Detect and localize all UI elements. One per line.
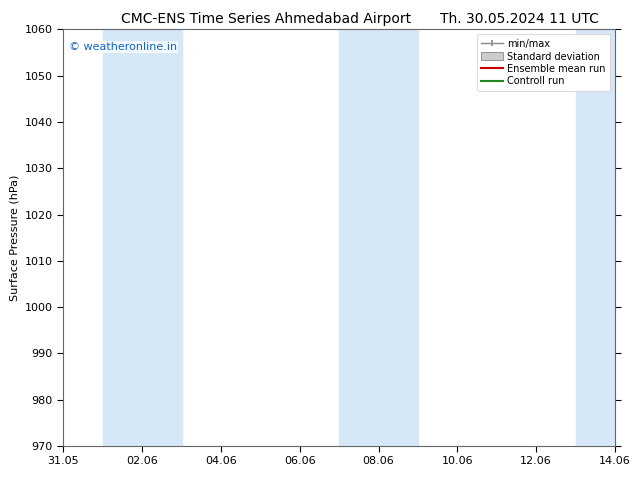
Bar bbox=[339, 29, 418, 446]
Bar bbox=[103, 29, 181, 446]
Y-axis label: Surface Pressure (hPa): Surface Pressure (hPa) bbox=[10, 174, 19, 301]
Text: CMC-ENS Time Series Ahmedabad Airport: CMC-ENS Time Series Ahmedabad Airport bbox=[121, 12, 411, 26]
Text: Th. 30.05.2024 11 UTC: Th. 30.05.2024 11 UTC bbox=[441, 12, 599, 26]
Legend: min/max, Standard deviation, Ensemble mean run, Controll run: min/max, Standard deviation, Ensemble me… bbox=[477, 34, 610, 91]
Text: © weatheronline.in: © weatheronline.in bbox=[69, 42, 177, 52]
Bar bbox=[576, 29, 615, 446]
